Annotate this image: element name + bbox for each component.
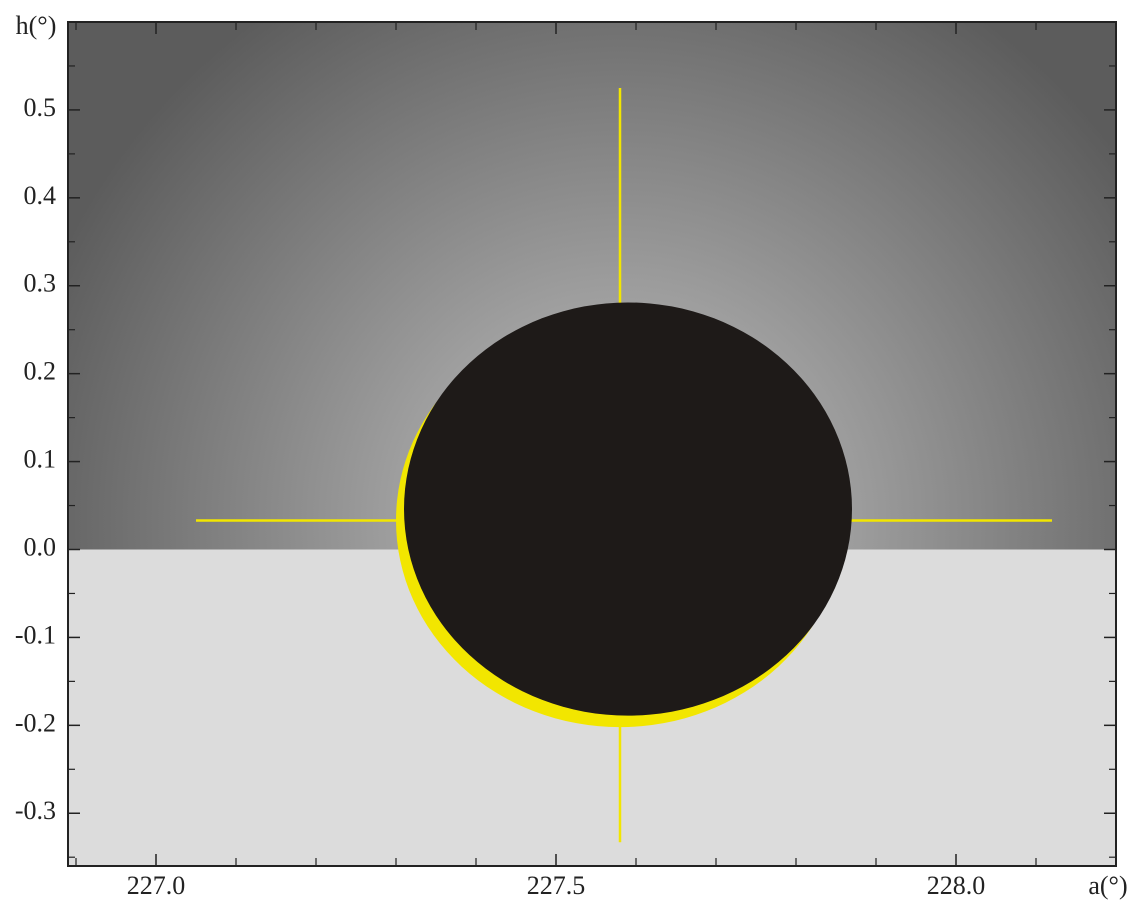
x-tick-label: 228.0 bbox=[927, 871, 986, 900]
y-tick-label: 0.3 bbox=[24, 269, 57, 298]
x-tick-label: 227.0 bbox=[127, 871, 186, 900]
y-tick-label: 0.1 bbox=[24, 445, 57, 474]
y-tick-label: -0.3 bbox=[15, 796, 56, 825]
y-tick-label: 0.0 bbox=[24, 532, 57, 561]
moon-disc bbox=[404, 302, 852, 715]
chart: h(°) a(°) 0.5 0.4 0.3 0.2 0.1 0.0 -0.1 -0.2 -0.3… bbox=[0, 0, 1136, 907]
y-tick-label: -0.1 bbox=[15, 620, 56, 649]
x-axis-label: a(°) bbox=[1088, 871, 1127, 900]
plot-area bbox=[68, 22, 1116, 866]
y-tick-label: -0.2 bbox=[15, 708, 56, 737]
y-axis-label: h(°) bbox=[16, 11, 57, 40]
y-tick-label: 0.5 bbox=[24, 93, 57, 122]
y-tick-label: 0.2 bbox=[24, 357, 57, 386]
y-tick-label: 0.4 bbox=[24, 181, 57, 210]
x-tick-label: 227.5 bbox=[527, 871, 586, 900]
